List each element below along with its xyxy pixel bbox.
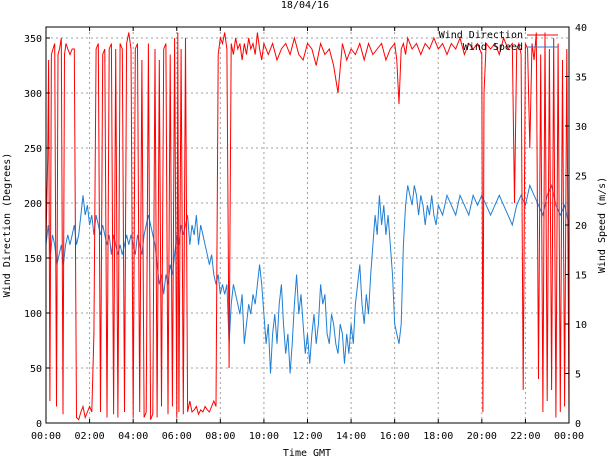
y-left-tick-label: 200 (24, 199, 42, 210)
y-right-tick-label: 15 (575, 271, 587, 282)
x-tick-label: 00:00 (554, 431, 584, 442)
x-tick-label: 20:00 (467, 431, 497, 442)
y-left-tick-label: 150 (24, 254, 42, 265)
legend-label-wind-speed: Wind Speed (463, 42, 523, 53)
y-right-tick-label: 35 (575, 73, 587, 84)
x-tick-label: 14:00 (336, 431, 366, 442)
y-left-tick-label: 100 (24, 309, 42, 320)
y-right-tick-label: 5 (575, 370, 581, 381)
y-left-tick-label: 50 (30, 364, 42, 375)
y-right-tick-label: 10 (575, 320, 587, 331)
y-right-tick-label: 25 (575, 172, 587, 183)
x-tick-label: 00:00 (31, 431, 61, 442)
y-right-tick-label: 30 (575, 122, 587, 133)
y-left-tick-label: 0 (36, 419, 42, 430)
series-layer (45, 32, 570, 421)
x-axis-label: Time GMT (283, 448, 331, 459)
series-line-wind-speed (45, 183, 570, 374)
x-tick-label: 22:00 (510, 431, 540, 442)
x-tick-label: 06:00 (162, 431, 192, 442)
y-left-tick-label: 250 (24, 144, 42, 155)
y-left-tick-label: 350 (24, 34, 42, 45)
x-tick-label: 04:00 (118, 431, 148, 442)
y-axis-left-label: Wind Direction (Degrees) (2, 153, 13, 298)
y-right-tick-label: 20 (575, 221, 587, 232)
y-axis-right-label: Wind Speed (m/s) (597, 177, 608, 273)
x-tick-label: 18:00 (423, 431, 453, 442)
chart-title: 18/04/16 (281, 0, 329, 11)
x-tick-label: 16:00 (380, 431, 410, 442)
y-left-tick-label: 300 (24, 89, 42, 100)
x-tick-label: 12:00 (292, 431, 322, 442)
series-line-wind-direction (45, 32, 570, 421)
x-tick-label: 08:00 (205, 431, 235, 442)
x-tick-label: 10:00 (249, 431, 279, 442)
axis-ticks: 00:00 02:00 04:00 06:00 08:00 10:00 12:00 14:00… (24, 23, 587, 442)
x-tick-label: 02:00 (75, 431, 105, 442)
y-right-tick-label: 0 (575, 419, 581, 430)
y-right-tick-label: 40 (575, 23, 587, 34)
legend-label-wind-direction: Wind Direction (439, 30, 523, 41)
